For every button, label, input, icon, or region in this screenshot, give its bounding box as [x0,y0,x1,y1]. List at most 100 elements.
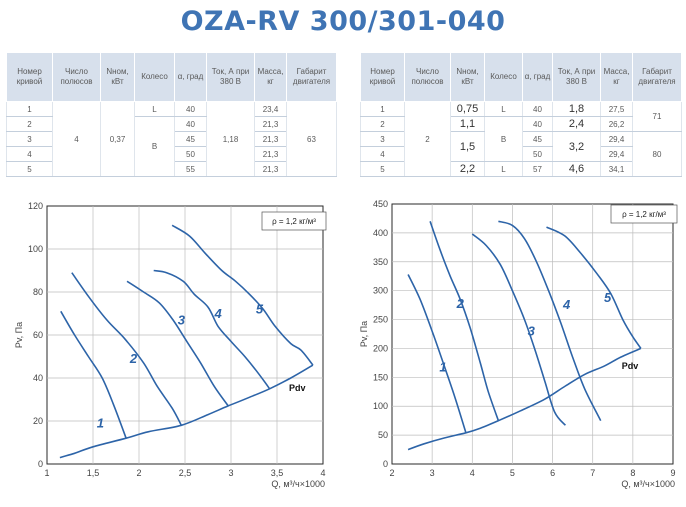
cell-impeller: B [134,116,175,177]
table-row: 3 1,5 45 3,2 29,4 80 [360,131,682,177]
cell-impeller: L [134,101,175,117]
cell-mass: 34,1 [600,161,633,177]
cell-angle: 40 [174,101,207,117]
y-tick-label: 60 [33,330,43,340]
curve-label-4: 4 [562,297,571,312]
cell-impeller: L [484,101,523,117]
x-tick-label: 5 [510,468,515,478]
cell-angle: 57 [522,161,553,177]
cell-current: 4,6 [552,161,601,177]
cell-power: 0,37 [100,101,135,177]
cell-angle: 50 [174,146,207,162]
cell-angle: 40 [522,116,553,132]
y-tick-label: 350 [373,257,388,267]
table-header-row: Номер кривой Число полюсов Nном, кВт Кол… [360,52,682,102]
header-power: Nном, кВт [100,52,135,102]
curve-5 [546,226,642,349]
header-curve-number: Номер кривой [360,52,405,102]
y-tick-label: 100 [373,401,388,411]
cell-curve: 1 [6,101,53,117]
y-axis-label: Pv, Па [14,322,24,348]
y-tick-label: 0 [383,459,388,469]
cell-mass: 21,3 [254,161,287,177]
curve-3 [471,233,567,426]
curve-1 [407,274,467,434]
cell-angle: 45 [174,131,207,147]
header-poles: Число полюсов [52,52,101,102]
y-tick-label: 150 [373,372,388,382]
x-tick-label: 2 [136,468,141,478]
x-axis-label: Q, м³/ч×1000 [271,479,325,489]
x-tick-label: 3 [430,468,435,478]
x-tick-label: 4 [470,468,475,478]
y-tick-label: 450 [373,199,388,209]
cell-angle: 55 [174,161,207,177]
y-tick-label: 50 [378,430,388,440]
table-row: 1 2 0,75 L 40 1,8 27,5 71 [360,101,682,177]
y-tick-label: 250 [373,315,388,325]
header-impeller: Колесо [484,52,523,102]
cell-poles: 2 [404,101,451,177]
spec-table-2: Номер кривой Число полюсов Nном, кВт Кол… [360,52,682,177]
cell-curve: 2 [6,116,53,132]
y-tick-label: 100 [28,244,43,254]
cell-curve: 3 [360,131,405,147]
cell-angle: 45 [522,131,553,147]
cell-mass: 29,4 [600,131,633,147]
cell-power: 1,1 [450,116,485,132]
spec-table-1: Номер кривой Число полюсов Nном, кВт Кол… [6,52,337,177]
cell-angle: 50 [522,146,553,162]
curve-5 [171,224,314,366]
cell-power: 2,2 [450,161,485,177]
cell-mass: 21,3 [254,146,287,162]
header-motor-size: Габарит двигателя [632,52,682,102]
y-tick-label: 80 [33,287,43,297]
curve-1 [60,310,127,439]
cell-mass: 26,2 [600,116,633,132]
cell-motor-size: 71 [632,101,682,132]
curve-label-2: 2 [129,351,138,366]
x-tick-label: 6 [550,468,555,478]
table-row: 2 1,1 B 40 2,4 26,2 [360,116,682,162]
curve-label-2: 2 [456,296,465,311]
curve-label-1: 1 [439,360,446,375]
table-row: 5 55 21,3 [6,161,337,177]
y-tick-label: 120 [28,201,43,211]
header-curve-number: Номер кривой [6,52,53,102]
x-tick-label: 4 [320,468,325,478]
cell-curve: 3 [6,131,53,147]
header-poles: Число полюсов [404,52,451,102]
curve-label-3: 3 [528,324,536,339]
header-power: Nном, кВт [450,52,485,102]
y-tick-label: 400 [373,228,388,238]
curve-3 [126,280,229,407]
x-axis-label: Q, м³/ч×1000 [621,479,675,489]
x-tick-label: 9 [670,468,675,478]
cell-mass: 23,4 [254,101,287,117]
cell-impeller: B [484,116,523,162]
curve-label-1: 1 [97,415,104,430]
table-row: 1 4 0,37 L 40 1,18 23,4 63 [6,101,337,177]
chart-2-pole: 2 3 4 5 6 7 8 9 0 50 100 150 200 250 300 350 400 450 Pv, П… [359,199,678,489]
x-tick-label: 1 [44,468,49,478]
cell-current: 1,18 [206,101,255,177]
header-impeller: Колесо [134,52,175,102]
cell-curve: 2 [360,116,405,132]
cell-angle: 40 [174,116,207,132]
cell-poles: 4 [52,101,101,177]
x-tick-label: 7 [590,468,595,478]
table-row: 5 2,2 L 57 4,6 34,1 [360,161,682,177]
header-motor-size: Габарит двигателя [286,52,337,102]
curve-2 [429,221,500,421]
cell-curve: 4 [6,146,53,162]
cell-curve: 5 [360,161,405,177]
pdv-curve [407,347,642,451]
cell-angle: 40 [522,101,553,117]
density-legend-box [261,211,327,231]
table-header-row: Номер кривой Число полюсов Nном, кВт Кол… [6,52,337,102]
x-tick-label: 8 [630,468,635,478]
pdv-label: Pdv [289,383,306,393]
x-tick-label: 2 [389,468,394,478]
curve-4 [153,269,271,390]
curve-label-3: 3 [178,312,186,327]
